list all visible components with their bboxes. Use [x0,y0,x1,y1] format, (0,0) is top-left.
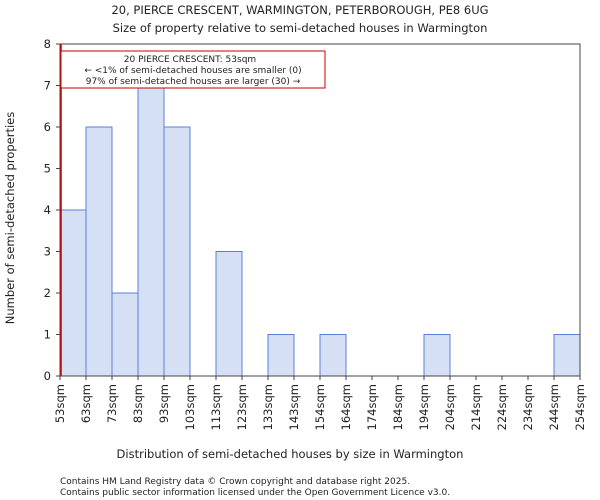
x-tick-label: 184sqm [391,384,405,430]
x-tick-label: 254sqm [573,384,587,430]
y-axis: 0 1 2 3 4 5 6 7 8 [44,37,60,383]
x-tick-label: 143sqm [287,384,301,430]
bar-73sqm [111,292,139,377]
y-tick-label: 4 [44,203,51,217]
y-tick-label: 8 [44,37,51,51]
annotation-line-3: 97% of semi-detached houses are larger (… [86,77,301,87]
x-tick-label: 53sqm [53,384,67,423]
bar-154sqm [319,334,347,377]
footer-line-1: Contains HM Land Registry data © Crown c… [60,477,410,487]
y-tick-label: 0 [44,369,51,383]
x-tick-label: 63sqm [79,384,93,423]
chart-title: 20, PIERCE CRESCENT, WARMINGTON, PETERBO… [111,3,488,17]
y-tick-label: 3 [44,245,51,259]
x-tick-label: 214sqm [469,384,483,430]
x-tick-label: 133sqm [261,384,275,430]
bar-113sqm [215,251,243,377]
x-tick-label: 83sqm [131,384,145,423]
x-tick-label: 113sqm [209,384,223,430]
bar-63sqm [85,126,113,377]
bar-133sqm [267,334,295,377]
x-axis-label: Distribution of semi-detached houses by … [117,447,464,461]
x-tick-label: 93sqm [157,384,171,423]
x-tick-label: 73sqm [105,384,119,423]
y-tick-label: 7 [44,79,51,93]
x-tick-label: 174sqm [365,384,379,430]
x-tick-label: 224sqm [495,384,509,430]
bar-93sqm [163,126,191,377]
x-tick-label: 244sqm [547,384,561,430]
bar-194sqm [423,334,451,377]
footer-line-2: Contains public sector information licen… [60,488,450,498]
x-tick-label: 154sqm [313,384,327,430]
y-tick-label: 6 [44,120,51,134]
x-tick-label: 234sqm [521,384,535,430]
bars-group [59,85,581,377]
y-tick-label: 2 [44,286,51,300]
y-tick-label: 5 [44,162,51,176]
x-tick-label: 164sqm [339,384,353,430]
x-tick-label: 103sqm [183,384,197,430]
y-axis-label: Number of semi-detached properties [3,112,17,324]
x-axis: 53sqm 63sqm 73sqm 83sqm 93sqm 103sqm 113sqm 123… [53,376,587,430]
bar-53sqm [59,209,87,377]
chart-subtitle: Size of property relative to semi-detach… [113,21,488,35]
plot-frame [59,43,581,377]
x-tick-label: 194sqm [417,384,431,430]
annotation-line-2: ← <1% of semi-detached houses are smalle… [84,66,301,76]
x-tick-label: 204sqm [443,384,457,430]
annotation-box: 20 PIERCE CRESCENT: 53sqm ← <1% of semi-… [60,50,326,89]
bar-83sqm [137,85,165,377]
x-tick-label: 123sqm [235,384,249,430]
annotation-line-1: 20 PIERCE CRESCENT: 53sqm [124,55,256,65]
bar-244sqm [553,334,581,377]
y-tick-label: 1 [44,328,51,342]
